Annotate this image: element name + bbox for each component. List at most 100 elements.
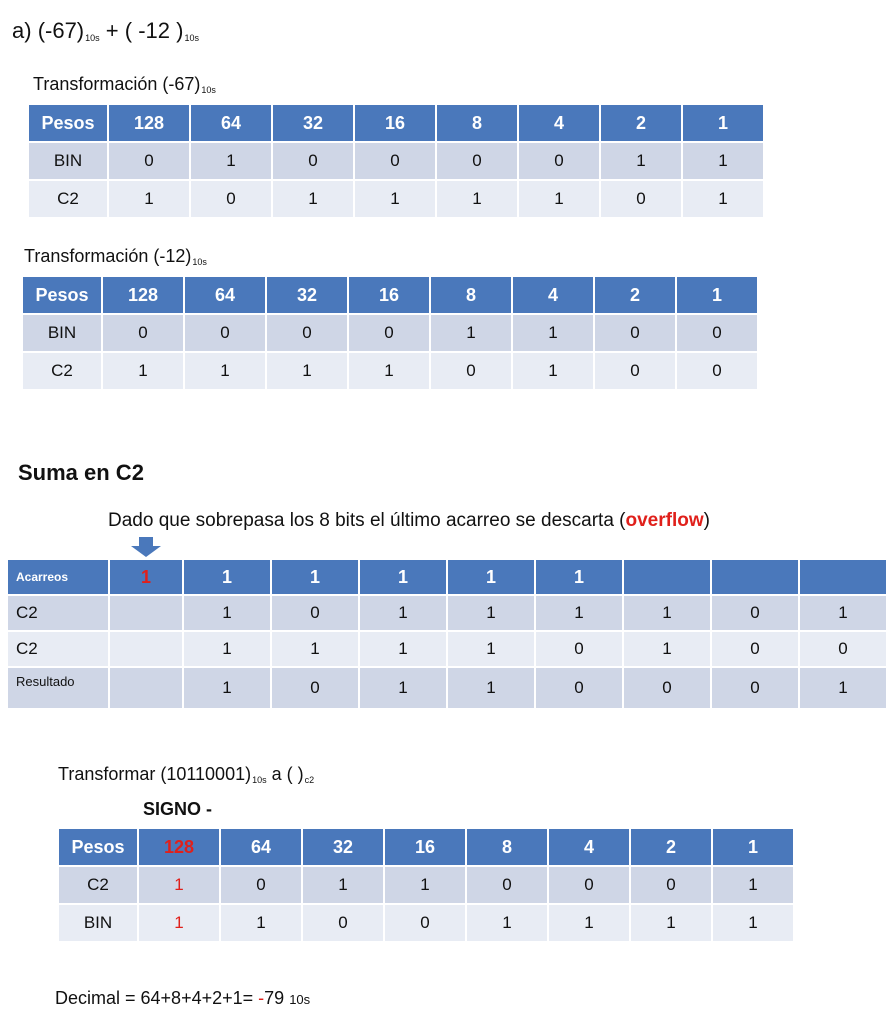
suma-table: Acarreos 1 1 1 1 1 1 C2 1 0 1 1 1 1 0 1 C2 1 1 1 1 0 1 0 0 Result… bbox=[6, 558, 888, 710]
row-label-cell: C2 bbox=[8, 632, 108, 666]
table-cell: 1 bbox=[448, 560, 534, 594]
table-cell: 0 bbox=[272, 668, 358, 708]
table-cell: 1 bbox=[184, 632, 270, 666]
row-label-cell: Resultado bbox=[8, 668, 108, 708]
table-cell: 1 bbox=[448, 596, 534, 630]
row-label-cell: C2 bbox=[23, 353, 101, 389]
table-cell: 2 bbox=[595, 277, 675, 313]
table-cell: 32 bbox=[273, 105, 353, 141]
table-cell: 1 bbox=[272, 632, 358, 666]
operand-a-sub: 10s bbox=[85, 33, 100, 43]
table-row: BIN 0 0 0 0 1 1 0 0 bbox=[23, 315, 757, 351]
transform3-table: Pesos 128 64 32 16 8 4 2 1 C2 1 0 1 1 0 0 0 1 BIN 1 1 0 0 1 1 1 1 bbox=[57, 827, 795, 943]
overflow-highlight: overflow bbox=[625, 510, 704, 531]
table-header-row: Pesos 128 64 32 16 8 4 2 1 bbox=[59, 829, 793, 865]
signo-label: SIGNO - bbox=[143, 799, 213, 819]
table-row: C2 1 1 1 1 0 1 0 0 bbox=[8, 632, 886, 666]
table-cell bbox=[110, 632, 182, 666]
table-cell: 1 bbox=[519, 181, 599, 217]
table-cell: 2 bbox=[631, 829, 711, 865]
table-cell: 1 bbox=[800, 668, 886, 708]
table-cell: 8 bbox=[467, 829, 547, 865]
plus-sign: + bbox=[105, 18, 119, 43]
operand-a: (-67) bbox=[37, 18, 85, 43]
table-cell: 1 bbox=[303, 867, 383, 903]
table-cell: 1 bbox=[713, 829, 793, 865]
suma-heading: Suma en C2 bbox=[18, 460, 144, 485]
table-cell: 1 bbox=[713, 905, 793, 941]
decimal-value: 79 bbox=[264, 988, 285, 1008]
table-cell: 1 bbox=[467, 905, 547, 941]
decimal-sign: - bbox=[258, 988, 265, 1008]
table-cell: 1 bbox=[385, 867, 465, 903]
table-cell: 1 bbox=[267, 353, 347, 389]
table-cell: 0 bbox=[109, 143, 189, 179]
row-label-cell: BIN bbox=[23, 315, 101, 351]
table-row: BIN 1 1 0 0 1 1 1 1 bbox=[59, 905, 793, 941]
table-cell: 0 bbox=[267, 315, 347, 351]
table-cell: 0 bbox=[273, 143, 353, 179]
row-label-cell: Acarreos bbox=[8, 560, 108, 594]
table-row: Resultado 1 0 1 1 0 0 0 1 bbox=[8, 668, 886, 708]
transform2-title: Transformación (-12)10s bbox=[24, 246, 207, 267]
table-row: BIN 0 1 0 0 0 0 1 1 bbox=[29, 143, 763, 179]
table-cell: 1 bbox=[683, 143, 763, 179]
row-label-cell: Pesos bbox=[59, 829, 137, 865]
table-cell: 0 bbox=[467, 867, 547, 903]
operand-b: ( -12 ) bbox=[124, 18, 184, 43]
table-cell: 1 bbox=[349, 353, 429, 389]
table-cell: 1 bbox=[448, 668, 534, 708]
table-cell: 0 bbox=[601, 181, 681, 217]
table-cell: 64 bbox=[221, 829, 301, 865]
table-cell: 1 bbox=[360, 668, 446, 708]
table-cell: 64 bbox=[185, 277, 265, 313]
table-cell: 16 bbox=[349, 277, 429, 313]
table-cell: 0 bbox=[221, 867, 301, 903]
table-cell: 8 bbox=[431, 277, 511, 313]
table-cell: 1 bbox=[103, 353, 183, 389]
table-cell bbox=[110, 668, 182, 708]
table-cell: 1 bbox=[683, 105, 763, 141]
table-row: C2 1 0 1 1 1 1 0 1 bbox=[29, 181, 763, 217]
table-cell: 1 bbox=[677, 277, 757, 313]
table-cell bbox=[624, 560, 710, 594]
table-cell: 1 bbox=[624, 632, 710, 666]
table-cell: 1 bbox=[437, 181, 517, 217]
table-cell: 0 bbox=[595, 315, 675, 351]
exercise-letter: a) bbox=[12, 18, 32, 43]
transform3-title: Transformar (10110001)10s a ( )c2 bbox=[58, 764, 315, 785]
table-cell bbox=[800, 560, 886, 594]
table-cell: 0 bbox=[677, 315, 757, 351]
table-cell: 1 bbox=[184, 560, 270, 594]
table-cell: 1 bbox=[360, 560, 446, 594]
table-cell: 0 bbox=[712, 668, 798, 708]
table-cell: 16 bbox=[385, 829, 465, 865]
table-cell: 0 bbox=[536, 668, 622, 708]
table-cell: 1 bbox=[536, 596, 622, 630]
table-cell: 1 bbox=[360, 632, 446, 666]
table-cell: 1 bbox=[549, 905, 629, 941]
table-header-row: Acarreos 1 1 1 1 1 1 bbox=[8, 560, 886, 594]
table-cell: 0 bbox=[519, 143, 599, 179]
table-cell: 1 bbox=[185, 353, 265, 389]
row-label-cell: BIN bbox=[59, 905, 137, 941]
table-cell: 1 bbox=[221, 905, 301, 941]
row-label-cell: C2 bbox=[8, 596, 108, 630]
table-header-row: Pesos 128 64 32 16 8 4 2 1 bbox=[23, 277, 757, 313]
table-cell: 0 bbox=[191, 181, 271, 217]
exercise-heading: a) (-67)10s + ( -12 )10s bbox=[12, 18, 199, 44]
table-cell: 1 bbox=[191, 143, 271, 179]
table-cell: 0 bbox=[536, 632, 622, 666]
table-cell: 1 bbox=[601, 143, 681, 179]
table-cell: 2 bbox=[601, 105, 681, 141]
table-cell: 1 bbox=[360, 596, 446, 630]
table-cell: 0 bbox=[431, 353, 511, 389]
table-cell bbox=[712, 560, 798, 594]
table-cell: 0 bbox=[631, 867, 711, 903]
table-cell: 1 bbox=[431, 315, 511, 351]
table-cell: 1 bbox=[713, 867, 793, 903]
table-cell: 0 bbox=[303, 905, 383, 941]
table-cell: 1 bbox=[184, 596, 270, 630]
decimal-unit: 10s bbox=[289, 992, 311, 1007]
table-cell: 0 bbox=[800, 632, 886, 666]
